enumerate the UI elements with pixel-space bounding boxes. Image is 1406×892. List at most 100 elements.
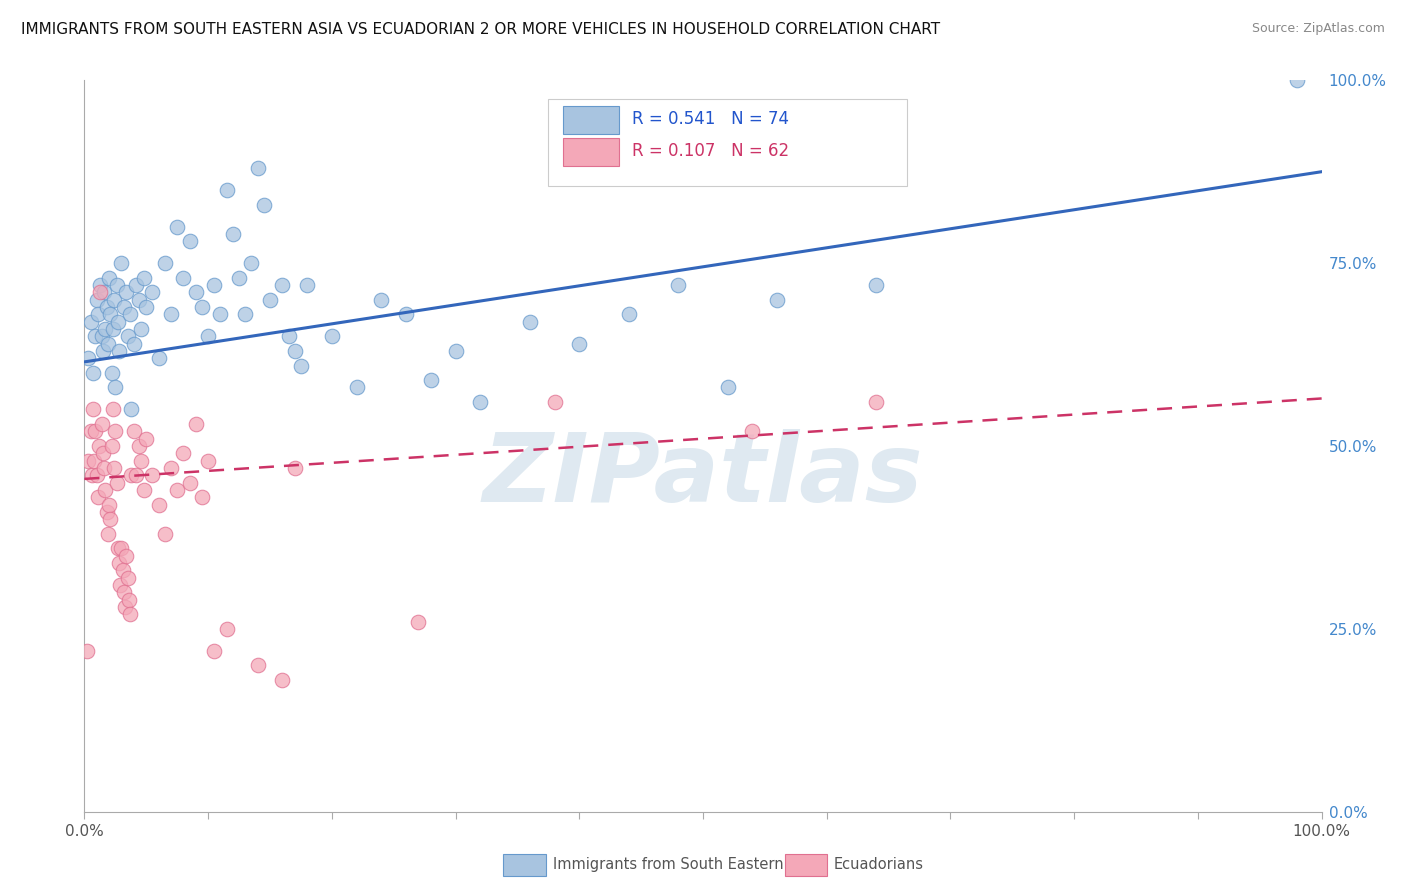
Point: [89, 439, 111, 453]
Point: [98, 307, 121, 321]
Point: [271, 673, 294, 687]
Point: [84, 329, 107, 343]
Point: [666, 278, 689, 293]
Text: Immigrants from South Eastern Asia: Immigrants from South Eastern Asia: [553, 857, 818, 871]
Text: Ecuadorians: Ecuadorians: [834, 857, 924, 871]
Point: [97, 336, 120, 351]
Text: R = 0.541   N = 74: R = 0.541 N = 74: [633, 110, 790, 128]
Point: [77, 351, 100, 366]
Point: [107, 541, 129, 556]
Point: [96, 505, 118, 519]
Point: [101, 402, 124, 417]
Point: [184, 417, 207, 431]
Point: [132, 270, 155, 285]
Point: [222, 227, 245, 241]
Point: [82, 402, 104, 417]
Point: [444, 343, 467, 358]
Point: [89, 278, 111, 293]
Text: R = 0.107   N = 62: R = 0.107 N = 62: [633, 142, 790, 161]
Point: [128, 293, 150, 307]
Point: [568, 336, 591, 351]
Point: [108, 556, 131, 570]
Point: [470, 395, 492, 409]
Point: [519, 315, 541, 329]
Point: [93, 285, 115, 300]
Point: [76, 644, 98, 658]
Point: [717, 380, 740, 394]
Point: [104, 380, 127, 394]
Point: [148, 498, 170, 512]
Point: [179, 475, 201, 490]
Text: ZIPatlas: ZIPatlas: [482, 429, 924, 522]
Point: [617, 307, 640, 321]
Point: [80, 468, 103, 483]
Point: [110, 578, 132, 592]
Point: [120, 607, 142, 622]
Point: [184, 285, 207, 300]
Point: [83, 453, 105, 467]
Point: [111, 563, 134, 577]
Point: [108, 343, 131, 358]
Point: [94, 322, 117, 336]
Point: [160, 307, 183, 321]
Point: [125, 278, 148, 293]
Point: [197, 453, 219, 467]
Point: [172, 270, 194, 285]
Point: [284, 343, 307, 358]
Point: [98, 498, 121, 512]
Point: [96, 300, 118, 314]
Point: [395, 307, 418, 321]
Point: [120, 307, 142, 321]
Point: [79, 425, 101, 439]
Point: [117, 571, 139, 585]
Point: [346, 380, 368, 394]
Point: [112, 585, 135, 599]
Point: [865, 395, 887, 409]
Point: [253, 197, 276, 211]
Point: [103, 461, 125, 475]
Point: [97, 526, 120, 541]
Point: [117, 329, 139, 343]
Point: [115, 285, 138, 300]
Point: [284, 461, 307, 475]
Point: [259, 293, 281, 307]
Point: [153, 526, 176, 541]
Point: [202, 278, 225, 293]
Point: [129, 322, 152, 336]
Point: [98, 512, 121, 526]
Point: [215, 183, 238, 197]
Point: [228, 270, 250, 285]
Point: [86, 293, 108, 307]
FancyBboxPatch shape: [548, 99, 907, 186]
Point: [321, 329, 343, 343]
Point: [132, 483, 155, 497]
Point: [166, 483, 188, 497]
Point: [122, 425, 145, 439]
Point: [115, 549, 138, 563]
Point: [93, 461, 115, 475]
Point: [179, 234, 201, 248]
Point: [87, 490, 110, 504]
Point: [209, 307, 232, 321]
Text: IMMIGRANTS FROM SOUTH EASTERN ASIA VS ECUADORIAN 2 OR MORE VEHICLES IN HOUSEHOLD: IMMIGRANTS FROM SOUTH EASTERN ASIA VS EC…: [21, 22, 941, 37]
Point: [89, 285, 111, 300]
Point: [128, 439, 150, 453]
Point: [172, 446, 194, 460]
Point: [741, 425, 763, 439]
Point: [290, 359, 312, 373]
Point: [865, 278, 887, 293]
Point: [110, 541, 132, 556]
Point: [191, 300, 214, 314]
Point: [166, 219, 188, 234]
Point: [135, 432, 157, 446]
Point: [191, 490, 214, 504]
Point: [101, 322, 124, 336]
Point: [79, 315, 101, 329]
Point: [246, 161, 269, 175]
Point: [120, 468, 142, 483]
Point: [1285, 73, 1308, 87]
Point: [215, 622, 238, 636]
Point: [110, 256, 132, 270]
Point: [112, 300, 135, 314]
Point: [86, 468, 108, 483]
